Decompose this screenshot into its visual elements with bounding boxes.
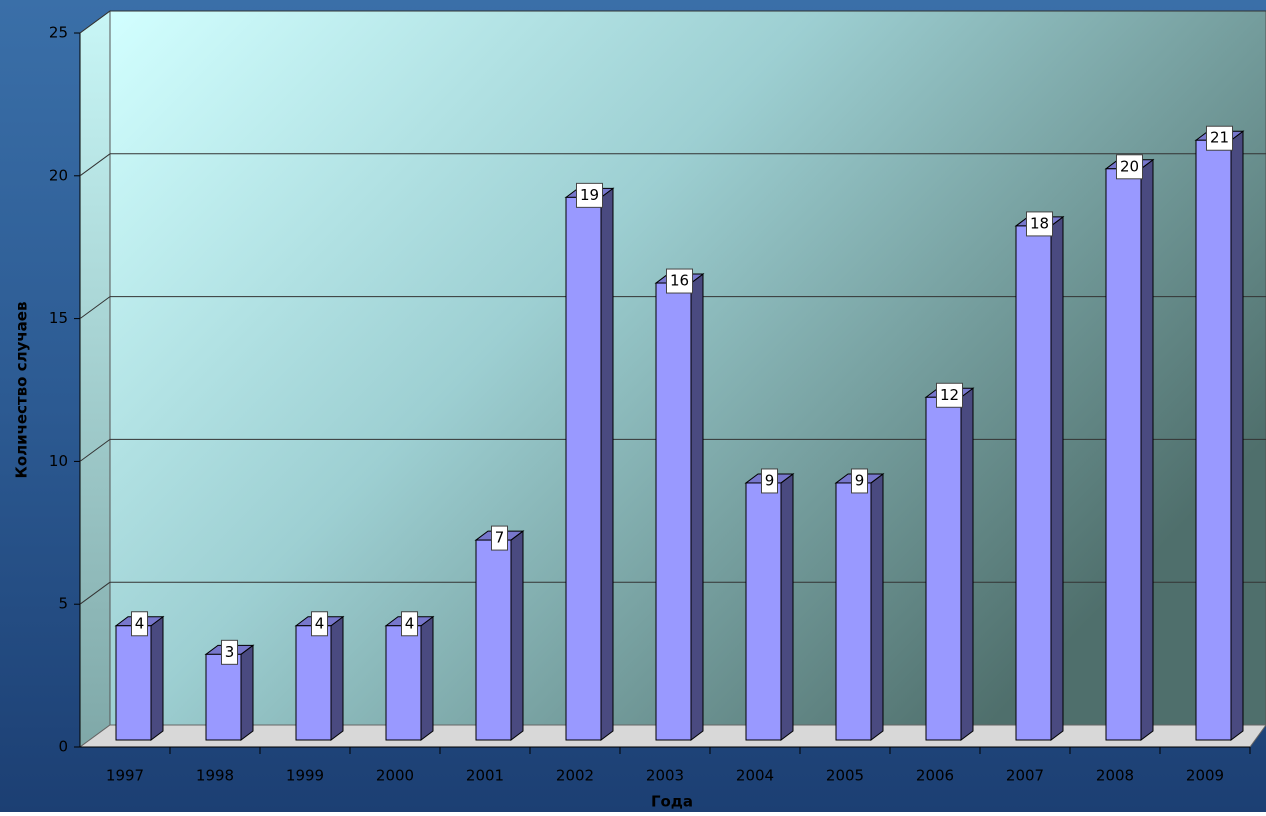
data-label: 21 <box>1210 129 1229 147</box>
x-tick-label: 2003 <box>646 767 684 785</box>
bar-side <box>1230 130 1244 741</box>
bar <box>295 625 332 741</box>
data-label: 18 <box>1030 214 1049 232</box>
bar-side <box>960 387 974 741</box>
y-tick-label: 5 <box>58 595 68 613</box>
bar <box>205 653 242 741</box>
data-label: 9 <box>765 471 775 489</box>
bar-side <box>1050 215 1064 741</box>
x-tick-label: 1997 <box>106 767 144 785</box>
bar <box>1105 168 1142 741</box>
x-tick-label: 2001 <box>466 767 504 785</box>
bar-side <box>240 644 254 741</box>
data-label-box <box>311 611 328 637</box>
data-label: 4 <box>315 614 325 632</box>
data-label-box <box>131 611 148 637</box>
x-tick-label: 2007 <box>1006 767 1044 785</box>
x-axis-title: Года <box>651 793 693 811</box>
bar <box>1015 225 1052 741</box>
bar <box>925 396 962 741</box>
bar-side <box>870 472 884 741</box>
data-label-box <box>1026 211 1053 237</box>
side-wall <box>79 10 111 748</box>
grid-line <box>79 153 111 177</box>
x-tick-label: 2000 <box>376 767 414 785</box>
x-tick-label: 1998 <box>196 767 234 785</box>
x-tick-label: 1999 <box>286 767 324 785</box>
data-label: 16 <box>670 272 689 290</box>
x-tick-label: 2009 <box>1186 767 1224 785</box>
data-label-box <box>491 525 508 551</box>
data-label: 12 <box>940 386 959 404</box>
bar <box>385 625 422 741</box>
bar-side <box>600 187 614 741</box>
grid-line <box>79 10 111 34</box>
bar-side <box>1140 158 1154 741</box>
data-label-box <box>851 468 868 494</box>
grid-line <box>79 581 111 605</box>
data-label-box <box>666 268 693 294</box>
data-label: 4 <box>405 614 415 632</box>
data-label: 9 <box>855 471 865 489</box>
bar <box>565 196 602 741</box>
bar-side <box>690 273 704 741</box>
x-tick-label: 2004 <box>736 767 774 785</box>
data-label: 3 <box>225 643 235 661</box>
bar-side <box>420 615 434 741</box>
data-label: 20 <box>1120 157 1139 175</box>
data-label-box <box>761 468 778 494</box>
bar-side <box>330 615 344 741</box>
y-tick-label: 25 <box>49 24 68 42</box>
x-tick-label: 2005 <box>826 767 864 785</box>
x-tick-label: 2002 <box>556 767 594 785</box>
data-label: 19 <box>580 186 599 204</box>
y-axis-title: Количество случаев <box>13 302 31 479</box>
bar-side <box>510 530 524 741</box>
bar <box>115 625 152 741</box>
bar <box>655 282 692 741</box>
data-label: 4 <box>135 614 145 632</box>
y-tick-label: 15 <box>49 309 68 327</box>
data-label-box <box>221 639 238 665</box>
x-tick-label: 2008 <box>1096 767 1134 785</box>
bar-side <box>780 472 794 741</box>
y-tick-label: 0 <box>58 738 68 756</box>
bar <box>745 482 782 741</box>
bar <box>1195 139 1232 741</box>
data-label-box <box>1116 154 1143 180</box>
data-label-box <box>576 182 603 208</box>
bar <box>475 539 512 741</box>
y-tick-label: 10 <box>49 452 68 470</box>
data-label-box <box>401 611 418 637</box>
data-label-box <box>1206 125 1233 151</box>
bar <box>835 482 872 741</box>
data-label: 7 <box>495 529 505 547</box>
bar-side <box>150 615 164 741</box>
x-tick-label: 2006 <box>916 767 954 785</box>
y-tick-label: 20 <box>49 166 68 184</box>
grid-line <box>79 438 111 462</box>
data-label-box <box>936 382 963 408</box>
grid-line <box>79 296 111 320</box>
